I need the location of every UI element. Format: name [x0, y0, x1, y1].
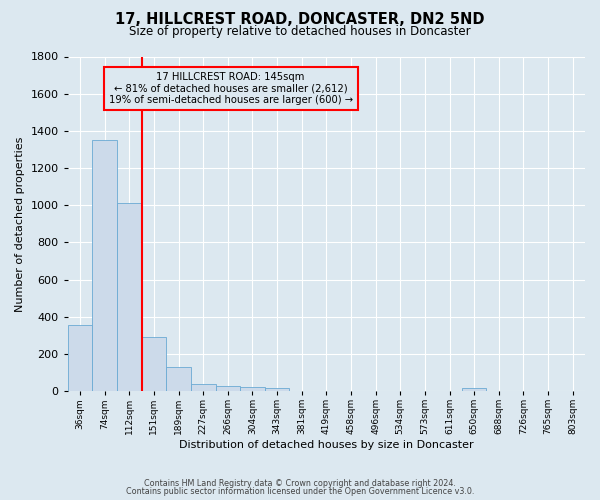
Bar	[462, 388, 487, 391]
Bar	[142, 337, 166, 391]
Text: Size of property relative to detached houses in Doncaster: Size of property relative to detached ho…	[129, 25, 471, 38]
Y-axis label: Number of detached properties: Number of detached properties	[15, 136, 25, 312]
Bar	[92, 140, 117, 391]
X-axis label: Distribution of detached houses by size in Doncaster: Distribution of detached houses by size …	[179, 440, 473, 450]
Text: 17 HILLCREST ROAD: 145sqm
← 81% of detached houses are smaller (2,612)
19% of se: 17 HILLCREST ROAD: 145sqm ← 81% of detac…	[109, 72, 353, 105]
Text: Contains HM Land Registry data © Crown copyright and database right 2024.: Contains HM Land Registry data © Crown c…	[144, 478, 456, 488]
Bar	[117, 204, 142, 391]
Bar	[191, 384, 215, 391]
Bar	[166, 367, 191, 391]
Bar	[215, 386, 240, 391]
Bar	[240, 388, 265, 391]
Bar	[265, 388, 289, 391]
Text: 17, HILLCREST ROAD, DONCASTER, DN2 5ND: 17, HILLCREST ROAD, DONCASTER, DN2 5ND	[115, 12, 485, 28]
Bar	[68, 325, 92, 391]
Text: Contains public sector information licensed under the Open Government Licence v3: Contains public sector information licen…	[126, 487, 474, 496]
